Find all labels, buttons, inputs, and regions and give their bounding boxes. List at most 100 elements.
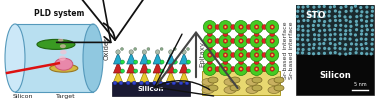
Circle shape	[215, 38, 220, 44]
Text: Sr-based interface: Sr-based interface	[289, 21, 294, 79]
Ellipse shape	[246, 78, 258, 86]
Circle shape	[296, 51, 299, 54]
Circle shape	[256, 68, 257, 70]
Polygon shape	[153, 53, 162, 64]
Circle shape	[355, 43, 358, 46]
Circle shape	[234, 34, 248, 48]
Circle shape	[333, 43, 337, 46]
Circle shape	[215, 24, 220, 30]
Circle shape	[113, 81, 117, 85]
Circle shape	[344, 52, 347, 56]
Circle shape	[307, 15, 311, 18]
Circle shape	[250, 62, 263, 76]
Circle shape	[239, 39, 243, 43]
Circle shape	[355, 23, 358, 26]
Circle shape	[266, 20, 279, 34]
Bar	[112, 82, 190, 96]
Circle shape	[371, 48, 374, 51]
Circle shape	[231, 66, 236, 72]
Ellipse shape	[83, 24, 103, 92]
Polygon shape	[180, 53, 189, 64]
Circle shape	[329, 42, 332, 45]
Circle shape	[312, 24, 315, 27]
Ellipse shape	[230, 77, 240, 83]
Circle shape	[172, 81, 176, 85]
Circle shape	[209, 26, 211, 28]
Circle shape	[234, 62, 248, 76]
Circle shape	[313, 38, 316, 41]
Text: Silicon: Silicon	[319, 71, 351, 80]
Circle shape	[371, 6, 374, 9]
Circle shape	[234, 48, 248, 62]
Polygon shape	[153, 62, 162, 73]
Circle shape	[173, 60, 177, 64]
Bar	[15, 24, 93, 92]
Text: PLD system: PLD system	[34, 9, 84, 18]
Circle shape	[313, 43, 316, 46]
Circle shape	[344, 24, 347, 28]
Circle shape	[333, 28, 336, 31]
Circle shape	[308, 43, 311, 46]
Circle shape	[271, 54, 273, 56]
Ellipse shape	[50, 64, 78, 72]
Circle shape	[324, 38, 327, 41]
Circle shape	[126, 81, 130, 85]
Circle shape	[370, 14, 373, 17]
Circle shape	[349, 48, 352, 51]
Circle shape	[203, 34, 216, 48]
Circle shape	[350, 9, 353, 12]
Circle shape	[360, 52, 363, 55]
Circle shape	[355, 47, 358, 51]
Text: Sr-based interface: Sr-based interface	[283, 21, 288, 79]
Circle shape	[302, 6, 305, 9]
Circle shape	[322, 42, 325, 45]
Circle shape	[254, 53, 259, 57]
Circle shape	[207, 46, 212, 50]
Circle shape	[338, 47, 342, 50]
Polygon shape	[140, 71, 149, 82]
Circle shape	[360, 37, 363, 41]
Circle shape	[301, 14, 304, 18]
Circle shape	[208, 25, 212, 29]
Circle shape	[323, 29, 326, 32]
Circle shape	[339, 37, 342, 40]
Circle shape	[333, 33, 337, 36]
Circle shape	[318, 5, 321, 8]
Ellipse shape	[208, 77, 218, 83]
Circle shape	[333, 15, 337, 18]
Circle shape	[223, 39, 228, 43]
Circle shape	[132, 81, 136, 85]
Circle shape	[246, 66, 251, 72]
Circle shape	[215, 52, 220, 57]
Polygon shape	[127, 62, 136, 73]
Polygon shape	[140, 53, 149, 64]
Circle shape	[246, 24, 251, 30]
Circle shape	[185, 81, 189, 85]
Circle shape	[301, 25, 304, 28]
Circle shape	[119, 81, 123, 85]
Circle shape	[134, 48, 137, 50]
Circle shape	[343, 47, 347, 50]
Circle shape	[339, 24, 342, 27]
Circle shape	[169, 50, 173, 54]
Circle shape	[313, 10, 316, 13]
Circle shape	[328, 10, 331, 13]
Circle shape	[344, 5, 347, 8]
Circle shape	[360, 43, 363, 46]
Circle shape	[207, 32, 212, 36]
Ellipse shape	[59, 56, 66, 61]
Ellipse shape	[268, 78, 280, 86]
Circle shape	[271, 68, 273, 70]
Circle shape	[333, 47, 337, 50]
Circle shape	[313, 20, 316, 23]
Circle shape	[317, 15, 320, 18]
Circle shape	[116, 50, 120, 54]
Ellipse shape	[202, 78, 214, 86]
Circle shape	[318, 42, 321, 46]
Bar	[296, 5, 374, 55]
Circle shape	[121, 60, 124, 64]
Polygon shape	[166, 62, 175, 73]
Circle shape	[361, 47, 364, 50]
Circle shape	[231, 38, 236, 44]
Circle shape	[364, 42, 367, 45]
